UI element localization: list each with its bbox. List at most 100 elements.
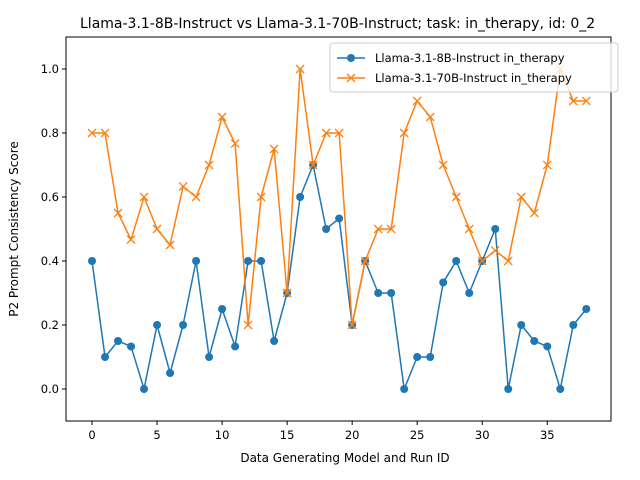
- data-point: [347, 54, 355, 62]
- data-point: [269, 144, 279, 154]
- x-tick-label: 25: [410, 428, 425, 442]
- data-point: [504, 385, 513, 393]
- data-point-stroke: [464, 224, 474, 234]
- data-point: [334, 128, 344, 138]
- data-point-stroke: [87, 128, 97, 138]
- data-point: [516, 192, 526, 202]
- data-point: [282, 288, 292, 298]
- data-point-stroke: [113, 208, 123, 218]
- data-point: [270, 337, 279, 345]
- data-point-stroke: [139, 192, 149, 202]
- y-axis-ticks: 0.0 0.2 0.4 0.6 0.8 1.0: [41, 62, 66, 396]
- data-point-stroke: [178, 181, 188, 191]
- data-point-stroke: [451, 192, 461, 202]
- data-point: [387, 289, 396, 297]
- data-point-stroke: [217, 112, 227, 122]
- data-point: [88, 257, 97, 265]
- chart-title: Llama-3.1-8B-Instruct vs Llama-3.1-70B-I…: [80, 16, 595, 32]
- data-point: [218, 305, 227, 313]
- data-point-stroke: [529, 208, 539, 218]
- data-point: [439, 278, 448, 287]
- data-point: [139, 192, 149, 202]
- legend: Llama-3.1-8B-Instruct in_therapy Llama-3.…: [329, 42, 619, 93]
- data-point-stroke: [542, 160, 552, 170]
- data-point: [426, 353, 435, 361]
- data-point-stroke: [412, 96, 422, 106]
- data-point: [165, 240, 175, 250]
- data-point: [490, 245, 500, 255]
- data-point: [438, 160, 448, 170]
- data-point: [244, 257, 253, 265]
- data-point-stroke: [568, 96, 578, 106]
- data-point-stroke: [191, 192, 201, 202]
- data-point: [126, 235, 136, 245]
- data-point-stroke: [269, 144, 279, 154]
- data-point-stroke: [295, 64, 305, 74]
- data-point: [517, 321, 526, 329]
- x-tick-label: 35: [540, 428, 555, 442]
- x-tick-label: 10: [215, 428, 230, 442]
- data-point: [127, 342, 136, 351]
- data-point: [503, 256, 513, 266]
- y-tick-label: 0.6: [41, 190, 59, 204]
- data-point-stroke: [516, 192, 526, 202]
- data-point: [400, 385, 409, 393]
- legend-label: Llama-3.1-8B-Instruct in_therapy: [375, 51, 565, 65]
- data-point: [113, 208, 123, 218]
- data-point: [465, 289, 474, 297]
- data-point: [529, 208, 539, 218]
- legend-label: Llama-3.1-70B-Instruct in_therapy: [375, 71, 572, 85]
- data-point: [464, 224, 474, 234]
- x-tick-label: 15: [280, 428, 295, 442]
- data-point: [204, 160, 214, 170]
- data-point: [191, 192, 201, 202]
- data-point-stroke: [165, 240, 175, 250]
- data-point: [192, 257, 201, 265]
- data-point-stroke: [503, 256, 513, 266]
- y-tick-label: 0.2: [41, 318, 59, 332]
- data-point-stroke: [308, 160, 318, 170]
- data-point: [556, 385, 565, 393]
- data-point: [152, 224, 162, 234]
- x-axis-label: Data Generating Model and Run ID: [240, 451, 449, 465]
- data-point: [413, 353, 422, 361]
- data-point: [568, 96, 578, 106]
- data-point: [582, 305, 591, 313]
- data-point-stroke: [490, 245, 500, 255]
- data-point: [373, 224, 383, 234]
- data-point-stroke: [581, 96, 591, 106]
- data-point: [451, 192, 461, 202]
- data-point-stroke: [347, 320, 357, 330]
- data-point: [296, 193, 305, 201]
- data-point: [543, 342, 552, 351]
- data-point: [217, 112, 227, 122]
- data-point: [346, 73, 356, 83]
- plot-area: [65, 36, 612, 422]
- x-tick-label: 30: [475, 428, 490, 442]
- data-point: [256, 192, 266, 202]
- legend-box: [329, 42, 619, 93]
- data-point: [114, 337, 123, 345]
- data-point: [386, 224, 396, 234]
- y-tick-label: 0.8: [41, 126, 59, 140]
- data-point: [153, 321, 162, 329]
- data-point: [569, 321, 578, 329]
- data-point-stroke: [399, 128, 409, 138]
- data-point: [166, 369, 175, 377]
- data-point: [542, 160, 552, 170]
- data-point: [452, 257, 461, 265]
- data-point: [477, 256, 487, 266]
- data-point-stroke: [230, 139, 240, 149]
- data-point: [230, 139, 240, 149]
- data-point: [335, 214, 344, 223]
- x-tick-label: 0: [88, 428, 95, 442]
- x-tick-label: 5: [153, 428, 160, 442]
- plot-frame: [65, 36, 612, 422]
- y-axis-label: P2 Prompt Consistency Score: [7, 141, 21, 317]
- data-point-stroke: [477, 256, 487, 266]
- data-point: [374, 289, 383, 297]
- data-point-stroke: [425, 112, 435, 122]
- legend-item-1: Llama-3.1-8B-Instruct in_therapy: [337, 51, 565, 65]
- data-point: [360, 256, 370, 266]
